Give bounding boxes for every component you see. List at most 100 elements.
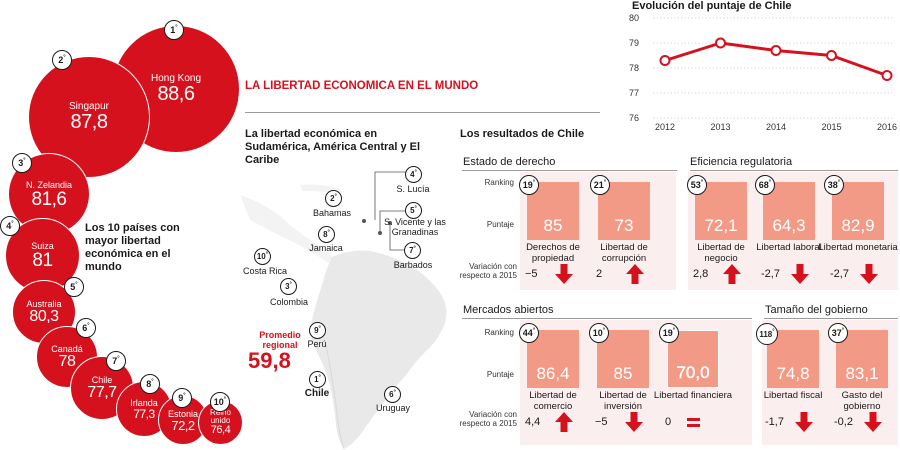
bubble-name: Canadá bbox=[51, 344, 83, 354]
south-america-map bbox=[240, 171, 447, 450]
chart-xtick-label: 2015 bbox=[821, 122, 841, 132]
bubble-value: 77,7 bbox=[87, 384, 117, 401]
title-divider bbox=[245, 112, 600, 113]
arrow-down-icon bbox=[860, 264, 878, 289]
rank-badge: 5 ° bbox=[64, 277, 84, 297]
regional-average-value: 59,8 bbox=[248, 348, 291, 373]
group-divider bbox=[690, 170, 898, 171]
score-value: 85 bbox=[613, 364, 633, 383]
rank-badge: 6 ° bbox=[384, 386, 401, 403]
rank-badge: 38 ° bbox=[824, 175, 844, 195]
bubble-value: 81,6 bbox=[31, 188, 67, 210]
bubble-name: Suiza bbox=[31, 241, 54, 251]
rank-badge: 1 ° bbox=[164, 20, 184, 40]
score-value: 83,1 bbox=[845, 364, 879, 383]
results-title: Los resultados de Chile bbox=[460, 128, 585, 140]
group-divider bbox=[764, 318, 898, 319]
rank-badge: 10 ° bbox=[589, 323, 609, 343]
arrow-down-icon bbox=[864, 412, 882, 437]
score-value: 73 bbox=[614, 216, 634, 235]
arrow-up-icon bbox=[555, 412, 573, 437]
country-label: Bahamas bbox=[312, 208, 352, 218]
equal-icon bbox=[687, 418, 700, 421]
rank-badge: 44 ° bbox=[519, 323, 539, 343]
metric-label: Gasto del gobierno bbox=[841, 390, 883, 412]
chart-xtick-label: 2013 bbox=[710, 122, 730, 132]
rank-badge: 37 ° bbox=[828, 323, 848, 343]
score-box: 74,8 bbox=[767, 330, 819, 388]
metric-label: Libertad de comercio bbox=[529, 390, 577, 412]
metric-label: Libertad monetaria bbox=[818, 242, 898, 253]
bubble-name: Reino unido bbox=[210, 408, 231, 425]
bubble-value: 76,4 bbox=[210, 424, 231, 436]
rank-badge: 2 ° bbox=[52, 50, 72, 70]
score-value: 72,1 bbox=[704, 216, 738, 235]
score-box: 72,1 bbox=[695, 182, 747, 240]
rank-badge: 8 ° bbox=[140, 374, 160, 394]
rank-badge: 3 ° bbox=[280, 278, 297, 295]
chart-point bbox=[881, 70, 893, 81]
chart-xtick-label: 2016 bbox=[877, 122, 897, 132]
rank-badge: 118 ° bbox=[756, 323, 778, 345]
rank-number: 19 bbox=[522, 180, 533, 190]
rank-badge: 19 ° bbox=[519, 175, 539, 195]
score-value: 64,3 bbox=[772, 216, 806, 235]
bubble-value: 72,2 bbox=[171, 417, 195, 433]
group-divider bbox=[462, 318, 752, 319]
country-label: Chile bbox=[304, 388, 330, 399]
chart-ytick-label: 80 bbox=[629, 13, 639, 23]
country-label: Jamaica bbox=[309, 243, 343, 253]
score-value: 82,9 bbox=[841, 216, 875, 235]
metric-label: Libertad laboral bbox=[756, 242, 822, 253]
score-label: Puntaje bbox=[486, 220, 514, 229]
score-box: 83,1 bbox=[836, 330, 888, 388]
country-label: S. Lucía bbox=[396, 184, 430, 194]
rank-badge: 6 ° bbox=[76, 318, 96, 338]
rank-number: 68 bbox=[758, 180, 769, 190]
variation-value: -1,7 bbox=[765, 416, 784, 428]
bubble-name: Chile bbox=[91, 375, 113, 385]
chart-point bbox=[715, 37, 726, 49]
arrow-down-icon bbox=[791, 264, 809, 289]
variation-value: 0 bbox=[665, 416, 672, 428]
metric-label: Libertad de inversión bbox=[599, 390, 647, 412]
bubble-value: 88,6 bbox=[157, 83, 195, 105]
metric-label: Libertad de corrupción bbox=[600, 242, 648, 264]
variation-value: -0,2 bbox=[834, 416, 853, 428]
regional-average-label: Promedio regional bbox=[259, 330, 301, 350]
score-line-chart: 80 79 78 77 76 2012 2013 2014 2015 2016 bbox=[629, 13, 897, 132]
score-value: 74,8 bbox=[776, 364, 810, 383]
variation-value: −5 bbox=[525, 268, 538, 280]
rank-number: 53 bbox=[690, 180, 701, 190]
metric-label: Libertad de negocio bbox=[697, 242, 745, 264]
variation-value: -2,7 bbox=[830, 268, 849, 280]
group-divider bbox=[462, 170, 677, 171]
rank-badge: 21 ° bbox=[590, 175, 610, 195]
chart-xtick-label: 2014 bbox=[766, 122, 786, 132]
country-label: S. Vicente y las Granadinas bbox=[384, 217, 446, 237]
rank-badge: 53 ° bbox=[687, 175, 707, 195]
rank-badge: 4 ° bbox=[0, 216, 20, 236]
country-label: Uruguay bbox=[375, 403, 411, 413]
rank-badge: 9 ° bbox=[309, 322, 326, 339]
rank-badge: 9 ° bbox=[172, 388, 192, 408]
variation-label: Variación con respecto a 2015 bbox=[459, 262, 517, 280]
bubble-reino-unido: Reino unido 76,4 bbox=[198, 400, 243, 445]
score-label: Puntaje bbox=[486, 370, 514, 379]
rank-number: 21 bbox=[593, 180, 604, 190]
country-label: Colombia bbox=[269, 297, 309, 307]
bubble-value: 87,8 bbox=[70, 111, 108, 133]
rank-badge: 19 ° bbox=[659, 323, 679, 343]
rank-badge: 4 ° bbox=[405, 166, 422, 183]
score-value: 86,4 bbox=[536, 364, 570, 383]
chart-point bbox=[659, 55, 671, 66]
chart-ytick-label: 79 bbox=[629, 38, 639, 48]
variation-value: 2,8 bbox=[693, 268, 709, 280]
chart-point bbox=[826, 50, 837, 61]
chart-point bbox=[770, 45, 782, 56]
rank-badge: 7 ° bbox=[404, 242, 421, 259]
rank-number: 118 bbox=[759, 329, 773, 339]
rank-badge: 1 ° bbox=[309, 371, 326, 388]
metric-label: Libertad financiera bbox=[653, 390, 733, 401]
rank-badge: 10 ° bbox=[210, 392, 230, 412]
